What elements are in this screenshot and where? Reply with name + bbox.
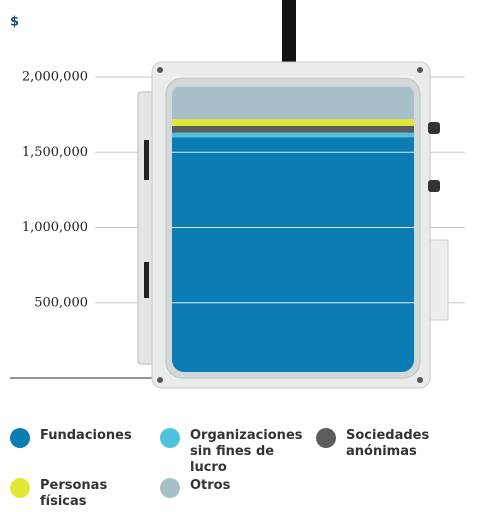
bar-segment <box>172 137 414 372</box>
y-tick-label: 1,500,000 <box>22 145 88 160</box>
y-tick-label: 2,000,000 <box>22 70 88 85</box>
legend-label: Otros <box>190 478 231 493</box>
legend-swatch <box>316 428 336 448</box>
legend-label: Organizaciones sin fines de lucro <box>190 428 303 475</box>
bar-segment <box>172 125 414 133</box>
legend-label: Personas físicas <box>40 478 108 509</box>
legend-item: Sociedades anónimas <box>316 428 456 460</box>
bar-segment <box>172 86 414 120</box>
legend-swatch <box>160 428 180 448</box>
bar-segment <box>172 132 414 138</box>
y-tick-label: 1,000,000 <box>22 220 88 235</box>
legend-item: Otros <box>160 478 300 498</box>
legend-label: Sociedades anónimas <box>346 428 430 459</box>
legend-item: Fundaciones <box>10 428 150 448</box>
legend-item: Personas físicas <box>10 478 130 510</box>
legend-swatch <box>10 478 30 498</box>
bar-segment <box>172 119 414 126</box>
legend-item: Organizaciones sin fines de lucro <box>160 428 303 476</box>
legend-swatch <box>10 428 30 448</box>
y-tick-label: 500,000 <box>34 295 88 310</box>
y-axis-label: $ <box>10 15 19 30</box>
legend-swatch <box>160 478 180 498</box>
legend-label: Fundaciones <box>40 428 132 443</box>
